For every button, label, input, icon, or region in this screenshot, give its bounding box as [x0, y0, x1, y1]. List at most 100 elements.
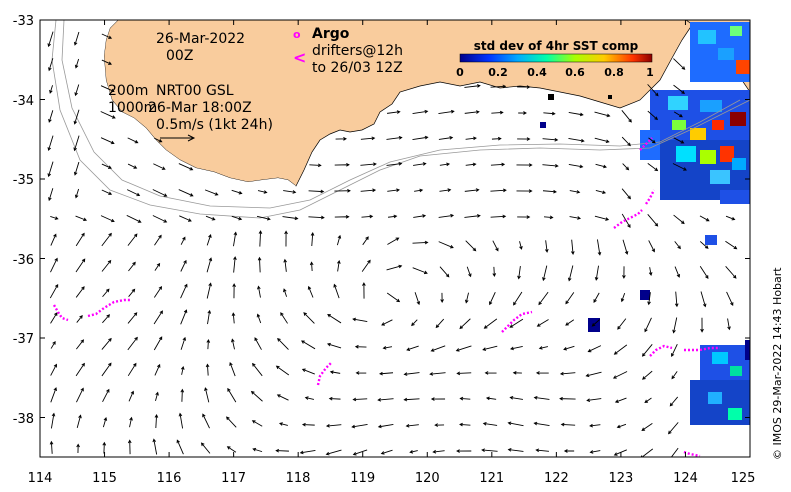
current-arrow: [644, 317, 652, 333]
current-arrow: [178, 412, 184, 429]
current-arrow: [700, 317, 704, 333]
current-arrow: [154, 363, 161, 376]
current-arrow: [485, 396, 497, 401]
colorbar-tick: 0.2: [488, 66, 508, 79]
current-arrow: [589, 423, 601, 428]
current-arrow: [76, 387, 84, 403]
current-arrow: [536, 319, 549, 327]
current-arrow: [507, 448, 524, 452]
current-arrow: [380, 449, 393, 455]
current-arrow: [482, 421, 498, 426]
current-arrow: [568, 111, 584, 117]
x-tick-label: 116: [157, 471, 182, 486]
current-arrow: [360, 162, 377, 167]
current-arrow: [560, 422, 576, 427]
current-arrow: [329, 370, 341, 374]
current-arrow: [206, 282, 212, 299]
sst-colorbar: std dev of 4hr SST comp 0 0.2 0.4 0.6 0.…: [456, 39, 654, 79]
current-arrow: [327, 314, 342, 324]
current-arrow: [282, 216, 299, 221]
current-arrow: [101, 362, 112, 377]
current-arrow: [490, 188, 507, 193]
current-arrow: [47, 161, 54, 178]
current-arrow: [127, 163, 138, 169]
current-arrow: [50, 257, 58, 273]
x-tick-label: 119: [350, 471, 375, 486]
current-arrow: [75, 362, 85, 377]
current-vector-field: [47, 31, 738, 457]
current-arrow: [464, 84, 481, 88]
current-arrow: [101, 163, 112, 169]
current-arrow: [231, 215, 243, 221]
x-tick-label: 114: [28, 471, 53, 486]
current-arrow: [100, 137, 115, 145]
current-arrow: [727, 318, 731, 331]
current-arrow: [304, 396, 315, 400]
current-arrow: [648, 267, 653, 276]
current-arrow: [47, 135, 54, 152]
current-arrow: [439, 266, 450, 278]
drifter-track: [316, 361, 333, 386]
current-arrow: [180, 236, 186, 245]
model-name: NRT00 GSL: [156, 83, 234, 99]
current-arrow: [202, 413, 210, 429]
current-arrow: [232, 283, 236, 299]
current-arrow: [725, 215, 736, 221]
current-arrow: [542, 163, 559, 168]
x-tick-label: 117: [221, 471, 246, 486]
current-arrow: [439, 188, 452, 192]
colorbar-title: std dev of 4hr SST comp: [474, 39, 639, 53]
current-arrow: [126, 189, 141, 197]
current-arrow: [512, 371, 522, 375]
current-arrow: [621, 213, 631, 229]
drifter-track: [87, 298, 130, 318]
current-arrow: [74, 58, 80, 69]
current-arrow: [565, 292, 575, 305]
current-arrow: [362, 236, 369, 246]
current-arrow: [73, 135, 80, 152]
argo-symbol: o: [293, 28, 301, 41]
current-arrow: [481, 448, 498, 453]
current-arrow: [180, 283, 188, 299]
model-depth-1: 200m: [108, 83, 148, 99]
current-arrow: [387, 188, 400, 192]
current-arrow: [229, 361, 236, 377]
current-arrow: [621, 188, 632, 200]
current-arrow: [204, 189, 219, 196]
axis-ticks: [39, 19, 751, 457]
current-arrow: [50, 233, 57, 246]
current-arrow: [516, 189, 533, 193]
current-arrow: [361, 259, 371, 272]
current-arrow: [301, 368, 315, 375]
drifter-track: [684, 346, 720, 352]
current-arrow: [513, 291, 523, 306]
current-arrow: [464, 110, 480, 114]
current-arrow: [337, 259, 341, 272]
current-arrow: [362, 282, 366, 299]
current-arrow: [429, 372, 446, 376]
current-arrow: [594, 265, 599, 281]
model-time: 26-Mar 18:00Z: [148, 100, 252, 116]
current-arrow: [648, 137, 656, 144]
current-arrow: [152, 438, 158, 455]
current-arrow: [412, 240, 429, 245]
x-tick-label: 125: [731, 471, 756, 486]
current-arrow: [507, 421, 524, 427]
current-arrow: [254, 337, 262, 350]
current-arrow: [533, 395, 550, 400]
colorbar-tick: 0.8: [604, 66, 624, 79]
x-tick-label: 115: [92, 471, 117, 486]
current-arrow: [517, 266, 521, 280]
current-arrow: [275, 448, 289, 453]
current-arrow: [642, 370, 653, 380]
current-arrow: [612, 371, 628, 379]
current-arrow: [128, 288, 136, 297]
current-arrow: [200, 442, 211, 454]
current-arrow: [543, 215, 554, 220]
current-arrow: [535, 448, 549, 453]
current-arrow: [616, 423, 627, 429]
current-arrow: [178, 163, 194, 171]
current-arrow: [411, 319, 418, 327]
current-arrow: [517, 137, 531, 141]
